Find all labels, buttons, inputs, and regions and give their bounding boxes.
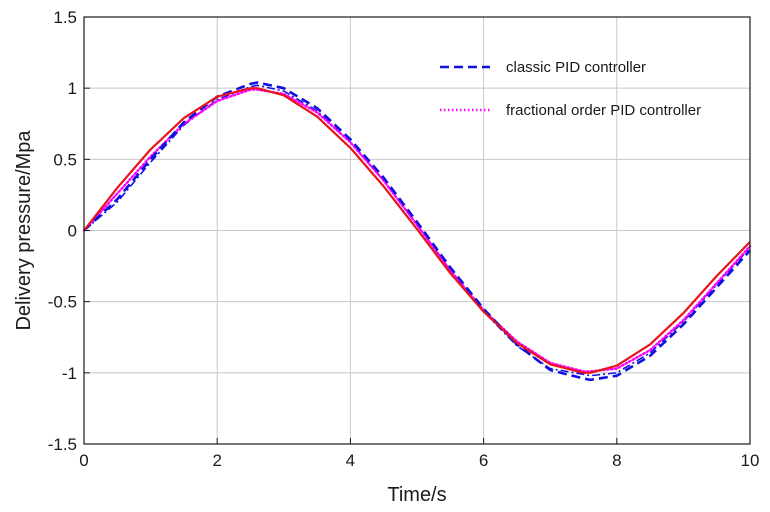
x-axis-label: Time/s [387,484,446,506]
legend: classic PID controller fractional order P… [440,59,701,119]
series-line-dashed [83,81,751,382]
x-tick-label: 10 [741,451,760,470]
y-tick-label: 1.5 [53,8,77,27]
series-group [82,81,752,382]
y-tick-label: 0.5 [53,150,77,169]
x-tick-label: 4 [346,451,355,470]
series-line-dotted [82,88,752,373]
series-line-solid [83,87,751,374]
y-tick-label: 1 [68,79,77,98]
y-axis-label: Delivery pressure/Mpa [13,130,35,331]
legend-label: classic PID controller [506,59,646,76]
y-tick-label: -0.5 [48,293,77,312]
x-tick-label: 0 [79,451,88,470]
x-tick-label: 6 [479,451,488,470]
tick-labels: 0 2 4 6 8 10 -1.5 -1 -0.5 0 0.5 1 1.5 [48,8,760,470]
y-tick-label: 0 [68,222,77,241]
y-tick-label: -1.5 [48,435,77,454]
x-tick-label: 2 [212,451,221,470]
series-line-dash-dot [83,84,751,377]
x-tick-label: 8 [612,451,621,470]
y-tick-label: -1 [62,364,77,383]
legend-label: fractional order PID controller [506,102,701,119]
ticks [83,16,751,445]
